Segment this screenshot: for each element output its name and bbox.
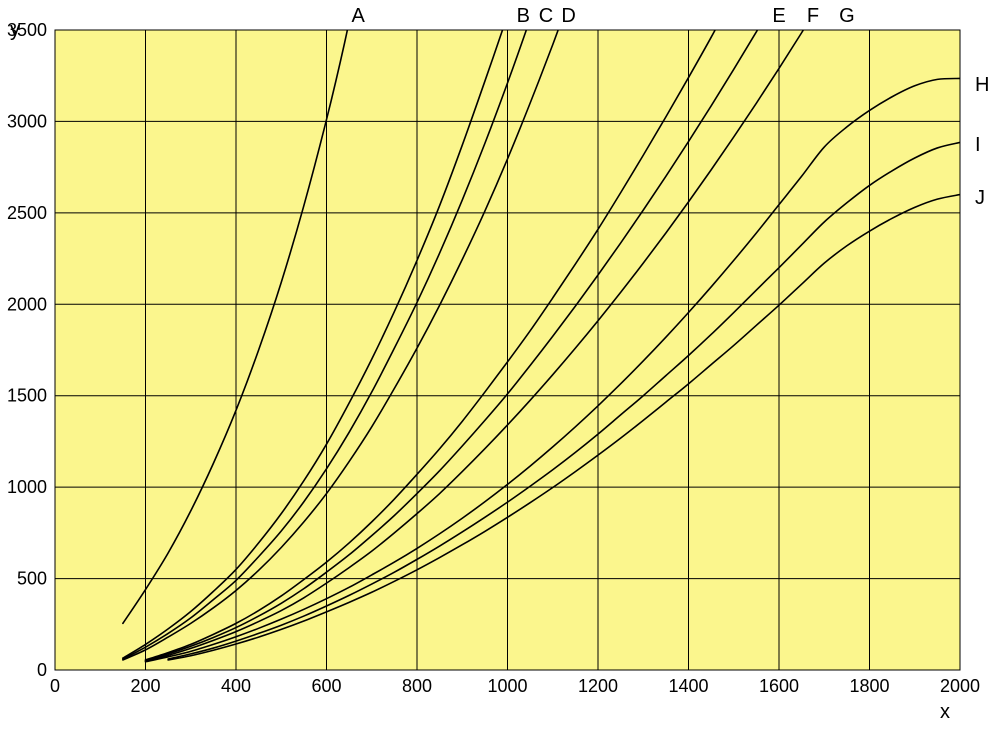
y-tick-label: 500 (17, 569, 47, 589)
curve-label-a: A (352, 5, 366, 27)
curve-label-c: C (539, 5, 553, 27)
line-chart: 0 200 400 600 800 1000 1200 1400 1600 1800 2000 0 50… (0, 0, 1000, 730)
x-tick-label: 1400 (668, 676, 708, 696)
x-axis-label: x (940, 701, 950, 723)
x-tick-label: 200 (130, 676, 160, 696)
x-tick-label: 1200 (578, 676, 618, 696)
y-tick-label: 2500 (7, 203, 47, 223)
curve-label-e: E (772, 5, 785, 27)
x-tick-label: 1000 (487, 676, 527, 696)
x-tick-label: 0 (50, 676, 60, 696)
curve-label-b: B (517, 5, 530, 27)
curve-label-j: J (975, 187, 985, 209)
y-tick-label: 1500 (7, 386, 47, 406)
y-tick-label: 0 (37, 660, 47, 680)
y-tick-label: 1000 (7, 477, 47, 497)
x-tick-label: 400 (221, 676, 251, 696)
y-tick-label: 2000 (7, 294, 47, 314)
x-tick-label: 800 (402, 676, 432, 696)
curve-label-d: D (561, 5, 575, 27)
y-tick-label: 3000 (7, 111, 47, 131)
x-tick-label: 2000 (940, 676, 980, 696)
curve-label-i: I (975, 134, 981, 156)
x-tick-label: 1800 (849, 676, 889, 696)
x-tick-label: 1600 (759, 676, 799, 696)
x-tick-label: 600 (311, 676, 341, 696)
curve-label-g: G (839, 5, 855, 27)
curve-label-h: H (975, 74, 989, 96)
y-axis-label: y (10, 19, 20, 41)
curve-label-f: F (807, 5, 819, 27)
